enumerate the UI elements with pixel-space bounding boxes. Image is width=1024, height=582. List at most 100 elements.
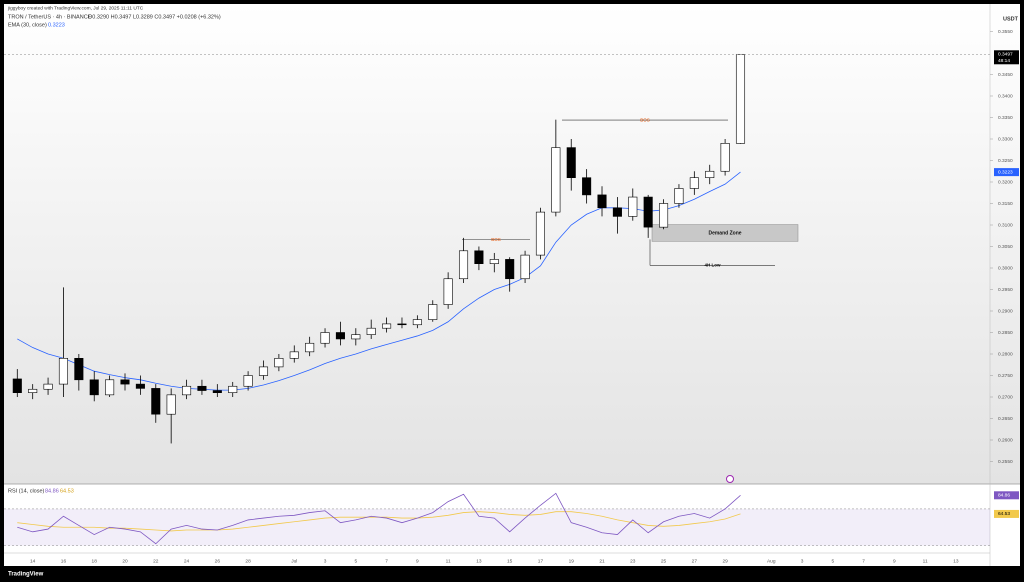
x-tick-label: 22 <box>153 558 159 564</box>
candle-body <box>335 332 345 340</box>
rsi-band <box>4 508 990 546</box>
x-tick-label: 3 <box>324 558 327 564</box>
candle-body <box>228 385 238 393</box>
candle-body <box>474 250 484 265</box>
countdown: 48:14 <box>998 58 1010 64</box>
rsi-panel <box>4 484 1020 566</box>
candle-body <box>166 394 176 415</box>
x-tick-label: 11 <box>446 558 451 564</box>
alert-icon <box>726 475 734 483</box>
candle-body <box>612 207 622 217</box>
candle-body <box>243 375 253 387</box>
candle-body <box>705 170 715 178</box>
candle-body <box>197 385 207 391</box>
candle-body <box>720 143 730 172</box>
brand: TradingView <box>8 572 44 578</box>
candle-body <box>74 357 84 381</box>
candle-body <box>566 147 576 179</box>
annotation-label: BOS <box>640 117 650 122</box>
unit: USDT <box>1003 16 1019 22</box>
candle-body <box>582 177 592 196</box>
x-tick-label: 15 <box>507 558 513 564</box>
x-tick-label: 7 <box>385 558 388 564</box>
x-tick-label: 29 <box>722 558 728 564</box>
candle-body <box>397 323 407 326</box>
annotation-label: Demand Zone <box>708 230 741 236</box>
main-panel <box>4 4 1020 566</box>
y-tick-label: 0.3000 <box>998 265 1013 271</box>
y-tick-label: 0.2650 <box>998 416 1013 422</box>
candle-body <box>274 357 284 368</box>
x-tick-label: 23 <box>630 558 636 564</box>
candle-body <box>458 250 469 280</box>
x-tick-label: 13 <box>953 558 959 564</box>
rsi-value-label: 84.86 <box>998 493 1010 499</box>
x-tick-label: 5 <box>354 558 357 564</box>
candle-body <box>289 351 299 359</box>
candle-body <box>643 196 653 228</box>
candle-body <box>489 259 499 264</box>
candle-body <box>443 278 453 305</box>
x-tick-label: 17 <box>538 558 544 564</box>
y-tick-label: 0.2850 <box>998 330 1013 336</box>
candle-body <box>505 259 515 280</box>
rsi-value-label: 64.53 <box>998 511 1010 517</box>
candle-body <box>320 332 330 344</box>
x-tick-label: 18 <box>92 558 98 564</box>
candle-body <box>12 378 22 394</box>
x-tick-label: 19 <box>569 558 575 564</box>
candle-body <box>689 177 699 189</box>
x-tick-label: 11 <box>923 558 928 564</box>
x-tick-label: 20 <box>122 558 128 564</box>
annotation-label: BOS <box>491 237 501 242</box>
x-tick-label: 25 <box>661 558 667 564</box>
candle-body <box>58 357 68 385</box>
y-tick-label: 0.2750 <box>998 373 1013 379</box>
y-tick-label: 0.3050 <box>998 244 1013 250</box>
y-tick-label: 0.3150 <box>998 201 1013 207</box>
x-tick-label: 27 <box>692 558 698 564</box>
ema-legend-value: 0.3223 <box>48 22 65 28</box>
x-tick-label: 13 <box>476 558 482 564</box>
y-tick-label: 0.3200 <box>998 179 1013 185</box>
x-tick-label: 26 <box>215 558 221 564</box>
x-tick-label: 21 <box>599 558 605 564</box>
candle-body <box>135 383 145 389</box>
x-tick-label: 14 <box>30 558 36 564</box>
rsi-value-box <box>994 509 1019 518</box>
candle-body <box>212 390 222 393</box>
x-tick-label: 9 <box>893 558 896 564</box>
candle-body <box>28 388 38 394</box>
x-tick-label: Aug <box>767 558 776 564</box>
ohlc: O0.3290 H0.3497 L0.3289 C0.3497 +0.0208 … <box>88 14 221 20</box>
candle-body <box>735 53 746 144</box>
demand-zone <box>651 224 799 242</box>
x-tick-label: 16 <box>61 558 67 564</box>
y-tick-label: 0.2800 <box>998 351 1013 357</box>
y-tick-label: 0.3350 <box>998 115 1013 121</box>
candle-body <box>428 304 438 320</box>
ema-legend: EMA (30, close) <box>8 22 47 28</box>
last-price-label: 0.3497 <box>998 52 1013 58</box>
y-tick-label: 0.2600 <box>998 437 1013 443</box>
y-tick-label: 0.3100 <box>998 222 1013 228</box>
y-tick-label: 0.3550 <box>998 29 1013 35</box>
y-tick-label: 0.3400 <box>998 93 1013 99</box>
candle-body <box>412 319 422 326</box>
ema-price-label: 0.3223 <box>998 169 1013 175</box>
candle-body <box>520 254 530 280</box>
candle-body <box>551 147 561 213</box>
candle-body <box>597 194 607 209</box>
rsi-ma-legend-value: 64.53 <box>60 488 74 494</box>
candle-body <box>366 327 376 335</box>
annotation-label: 4H Low <box>704 263 721 268</box>
ema-price-box <box>994 168 1019 177</box>
x-tick-label: Jul <box>291 558 297 564</box>
y-tick-label: 0.3450 <box>998 72 1013 78</box>
y-tick-label: 0.2900 <box>998 308 1013 314</box>
candle-body <box>674 188 684 204</box>
candle-body <box>351 334 361 340</box>
y-tick-label: 0.3300 <box>998 136 1013 142</box>
